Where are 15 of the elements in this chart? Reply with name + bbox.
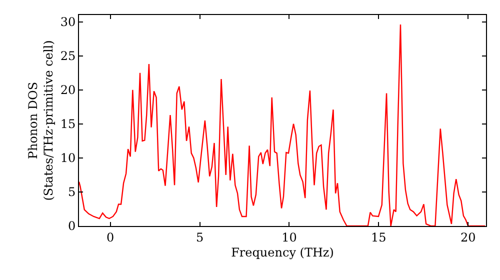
y-axis-title: Phonon DOS (States/THz·primitive cell) <box>26 40 56 201</box>
y-tick-label: 25 <box>60 49 76 64</box>
x-tick-label: 20 <box>460 230 476 244</box>
y-tick-label: 10 <box>60 151 76 166</box>
x-axis-title: Frequency (THz) <box>231 245 334 260</box>
x-tick-label: 0 <box>106 230 114 244</box>
y-tick-label: 5 <box>68 185 76 200</box>
y-tick-label: 20 <box>60 83 76 98</box>
y-tick-label: 15 <box>60 117 76 132</box>
x-tick-label: 5 <box>196 230 204 244</box>
x-tick-label: 10 <box>282 230 297 244</box>
y-tick-label: 30 <box>60 15 76 30</box>
x-tick-label: 15 <box>371 230 386 244</box>
y-tick-label: 0 <box>68 219 76 234</box>
line-series <box>79 24 486 226</box>
